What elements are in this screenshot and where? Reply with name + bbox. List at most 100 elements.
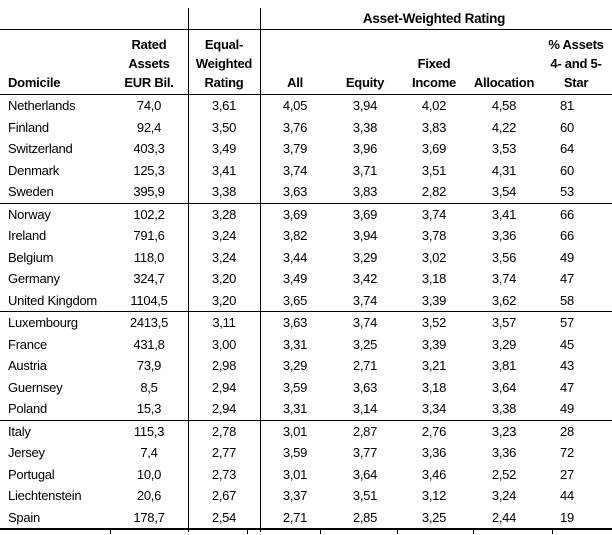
value-cell: 4,02	[421, 98, 447, 114]
bottom-rule-ticks	[0, 530, 612, 535]
value-cell: 7,4	[140, 445, 158, 461]
value-cell: 2,85	[352, 509, 378, 525]
rule-tick-mark	[473, 530, 474, 534]
value-cell: 60	[560, 162, 574, 178]
value-cell: 2,82	[421, 184, 447, 200]
value-cell: 2,52	[491, 466, 517, 482]
value-cell: 2,73	[211, 466, 237, 482]
value-cell: 3,11	[212, 315, 236, 331]
value-cell: 3,41	[491, 206, 517, 222]
value-cell: 57	[560, 315, 574, 331]
value-cell: 2,71	[282, 509, 308, 525]
value-cell: 3,64	[352, 466, 378, 482]
value-cell: 47	[560, 271, 574, 287]
table-row: Spain 178,7 2,54 2,71 2,85 3,25 2,44 19	[0, 507, 612, 529]
value-cell: 3,81	[491, 358, 517, 374]
value-cell: 43	[560, 358, 574, 374]
value-cell: 3,76	[282, 119, 308, 135]
domicile-cell: United Kingdom	[8, 292, 97, 308]
value-cell: 431,8	[133, 336, 165, 352]
table-row: Netherlands 74,0 3,61 4,05 3,94 4,02 4,58 81	[0, 95, 612, 117]
value-cell: 3,63	[352, 379, 378, 395]
value-cell: 3,39	[421, 336, 447, 352]
domicile-cell: Liechtenstein	[8, 488, 82, 504]
table-row: Belgium 118,0 3,24 3,44 3,29 3,02 3,56 49	[0, 247, 612, 269]
value-cell: 178,7	[133, 509, 165, 525]
value-cell: 3,36	[421, 445, 447, 461]
domicile-cell: Luxembourg	[8, 315, 78, 331]
table-row: Germany 324,7 3,20 3,49 3,42 3,18 3,74 47	[0, 268, 612, 290]
value-cell: 3,18	[421, 271, 447, 287]
domicile-cell: Poland	[8, 401, 47, 417]
domicile-cell: Guernsey	[8, 379, 63, 395]
value-cell: 3,74	[421, 206, 447, 222]
value-cell: 115,3	[133, 423, 165, 439]
table-row: Austria 73,9 2,98 3,29 2,71 3,21 3,81 43	[0, 355, 612, 377]
header-all: All	[287, 75, 303, 90]
value-cell: 4,58	[491, 98, 517, 114]
value-cell: 81	[560, 98, 574, 114]
value-cell: 3,57	[491, 315, 517, 331]
header-equal-weighted: Equal- Weighted Rating	[195, 37, 253, 90]
value-cell: 3,24	[211, 228, 237, 244]
value-cell: 2,94	[211, 401, 237, 417]
value-cell: 2,76	[421, 423, 447, 439]
table-row: Portugal 10,0 2,73 3,01 3,64 3,46 2,52 27	[0, 464, 612, 486]
row-group-4: Italy 115,3 2,78 3,01 2,87 2,76 3,23 28 Jersey 7,…	[0, 421, 612, 530]
domicile-cell: Sweden	[8, 184, 54, 200]
table-row: Guernsey 8,5 2,94 3,59 3,63 3,18 3,64 47	[0, 377, 612, 399]
table-row: Sweden 395,9 3,38 3,63 3,83 2,82 3,54 53	[0, 181, 612, 203]
header-allocation: Allocation	[473, 75, 535, 90]
value-cell: 3,25	[352, 336, 378, 352]
header-equity: Equity	[345, 75, 385, 90]
value-cell: 3,59	[282, 379, 308, 395]
domicile-cell: Netherlands	[8, 98, 76, 114]
value-cell: 2,54	[211, 509, 237, 525]
value-cell: 3,50	[211, 119, 237, 135]
value-cell: 3,53	[491, 141, 517, 157]
domicile-cell: Finland	[8, 119, 49, 135]
value-cell: 10,0	[136, 466, 162, 482]
value-cell: 3,61	[211, 98, 237, 114]
value-cell: 3,39	[421, 292, 447, 308]
value-cell: 53	[560, 184, 574, 200]
spanner-header-band: Asset-Weighted Rating	[0, 0, 612, 30]
value-cell: 3,74	[282, 162, 308, 178]
value-cell: 3,83	[352, 184, 378, 200]
value-cell: 73,9	[136, 358, 162, 374]
value-cell: 125,3	[133, 162, 165, 178]
table-row: Italy 115,3 2,78 3,01 2,87 2,76 3,23 28	[0, 421, 612, 443]
table-row: Jersey 7,4 2,77 3,59 3,77 3,36 3,36 72	[0, 442, 612, 464]
table-row: Luxembourg 2413,5 3,11 3,63 3,74 3,52 3,57 57	[0, 312, 612, 334]
value-cell: 3,49	[211, 141, 237, 157]
header-domicile: Domicile	[8, 75, 61, 90]
value-cell: 3,82	[282, 228, 308, 244]
table-row: Ireland 791,6 3,24 3,82 3,94 3,78 3,36 66	[0, 225, 612, 247]
value-cell: 3,14	[352, 401, 378, 417]
value-cell: 19	[560, 509, 574, 525]
value-cell: 3,77	[352, 445, 378, 461]
value-cell: 3,49	[282, 271, 308, 287]
value-cell: 3,74	[352, 292, 378, 308]
value-cell: 324,7	[133, 271, 165, 287]
domicile-cell: France	[8, 336, 47, 352]
value-cell: 2413,5	[129, 315, 169, 331]
value-cell: 3,31	[282, 401, 308, 417]
row-group-2: Norway 102,2 3,28 3,69 3,69 3,74 3,41 66 Ireland…	[0, 204, 612, 312]
domicile-cell: Jersey	[8, 445, 45, 461]
value-cell: 4,31	[491, 162, 517, 178]
value-cell: 3,02	[421, 249, 447, 265]
value-cell: 3,52	[421, 315, 447, 331]
domicile-cell: Denmark	[8, 162, 59, 178]
value-cell: 3,56	[491, 249, 517, 265]
table-row: Norway 102,2 3,28 3,69 3,69 3,74 3,41 66	[0, 204, 612, 226]
domicile-cell: Ireland	[8, 228, 46, 244]
value-cell: 60	[560, 119, 574, 135]
domicile-cell: Norway	[8, 206, 51, 222]
value-cell: 27	[560, 466, 574, 482]
value-cell: 45	[560, 336, 574, 352]
value-cell: 64	[560, 141, 574, 157]
value-cell: 3,24	[211, 249, 237, 265]
table-row: Finland 92,4 3,50 3,76 3,38 3,83 4,22 60	[0, 117, 612, 139]
